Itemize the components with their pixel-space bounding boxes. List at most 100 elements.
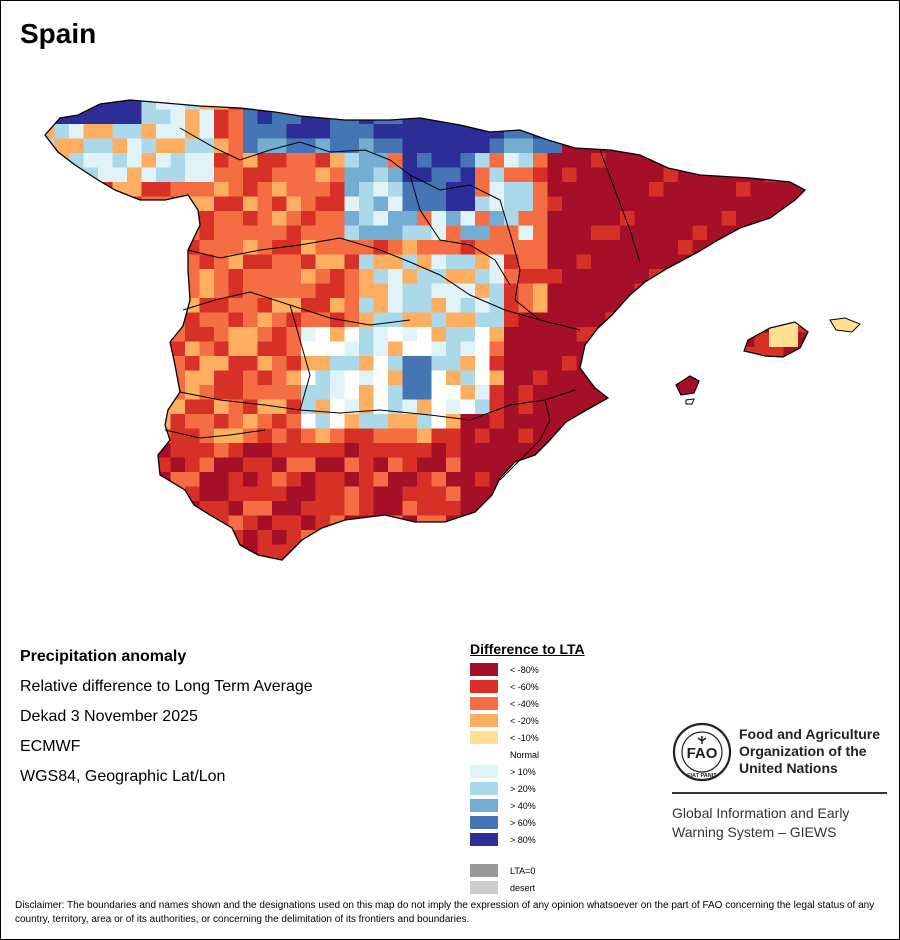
region-border (187, 237, 411, 263)
grid-cell (272, 211, 287, 226)
grid-cell (678, 356, 693, 371)
grid-cell (286, 385, 302, 400)
grid-cell (489, 167, 505, 183)
grid-cell (54, 530, 70, 545)
grid-cell (779, 211, 795, 226)
grid-cell (185, 399, 200, 415)
grid-cell (446, 167, 461, 183)
grid-cell (373, 100, 389, 110)
grid-cell (460, 283, 476, 299)
grid-cell (765, 559, 780, 560)
grid-cell (721, 124, 737, 139)
grid-cell (272, 515, 287, 531)
grid-cell (634, 240, 650, 255)
grid-cell (98, 530, 113, 545)
grid-cell (45, 211, 55, 226)
grid-cell (214, 530, 229, 545)
grid-cell (533, 225, 548, 241)
grid-cell (460, 544, 476, 560)
grid-cell (663, 544, 679, 560)
grid-cell (736, 182, 751, 197)
grid-cell (504, 100, 519, 110)
grid-cell (504, 269, 519, 284)
grid-cell (605, 211, 621, 226)
grid-cell (605, 254, 621, 270)
grid-cell (794, 370, 805, 386)
grid-cell (185, 211, 200, 226)
grid-cell (779, 254, 795, 270)
grid-cell (330, 124, 345, 139)
grid-cell (228, 341, 244, 357)
grid-cell (736, 124, 751, 139)
grid-cell (286, 298, 302, 313)
grid-cell (591, 225, 606, 241)
grid-cell (750, 312, 766, 328)
grid-cell (591, 109, 606, 125)
grid-cell (45, 269, 55, 284)
grid-cell (54, 501, 70, 516)
grid-cell (98, 486, 113, 502)
grid-cell (431, 443, 447, 458)
grid-cell (388, 182, 403, 197)
grid-cell (744, 332, 755, 348)
grid-cell (562, 240, 577, 255)
grid-cell (344, 341, 360, 357)
grid-cell (373, 283, 389, 299)
grid-cell (228, 559, 244, 560)
grid-cell (170, 100, 186, 110)
grid-cell (504, 138, 519, 154)
grid-cell (301, 100, 316, 110)
grid-cell (576, 196, 592, 212)
grid-cell (45, 312, 55, 328)
grid-cell (721, 138, 737, 154)
grid-cell (170, 501, 186, 516)
grid-cell (779, 370, 795, 386)
grid-cell (765, 385, 780, 400)
grid-cell (69, 196, 84, 212)
grid-cell (692, 356, 708, 371)
grid-cell (127, 225, 142, 241)
grid-cell (547, 124, 563, 139)
grid-cell (214, 240, 229, 255)
grid-cell (373, 298, 389, 313)
region-border (179, 127, 391, 161)
grid-cell (649, 559, 664, 560)
grid-cell (562, 399, 577, 415)
grid-cell (518, 428, 534, 444)
grid-cell (678, 486, 693, 502)
grid-cell (475, 283, 490, 299)
grid-cell (98, 515, 113, 531)
grid-cell (692, 196, 708, 212)
grid-cell (330, 370, 345, 386)
grid-cell (214, 254, 229, 270)
grid-cell (547, 486, 563, 502)
grid-cell (199, 327, 215, 342)
grid-cell (562, 370, 577, 386)
grid-cell (518, 443, 534, 458)
grid-cell (388, 428, 403, 444)
grid-cell (649, 100, 664, 110)
grid-cell (460, 254, 476, 270)
legend-label: Normal (510, 749, 540, 760)
grid-cell (199, 457, 215, 473)
grid-cell (185, 515, 200, 531)
grid-cell (620, 341, 635, 357)
grid-cell (460, 472, 476, 487)
grid-cell (620, 269, 635, 284)
grid-cell (518, 370, 534, 386)
grid-cell (330, 559, 345, 560)
legend-item: Normal (470, 746, 620, 763)
grid-cell (533, 428, 548, 444)
grid-cell (257, 109, 273, 125)
grid-cell (45, 457, 55, 473)
grid-cell (692, 100, 708, 110)
grid-cell (431, 225, 447, 241)
grid-cell (794, 254, 805, 270)
grid-cell (533, 385, 548, 400)
grid-cell (750, 414, 766, 429)
grid-cell (750, 196, 766, 212)
grid-cell (692, 544, 708, 560)
grid-cell (141, 182, 157, 197)
grid-cell (663, 341, 679, 357)
grid-cell (783, 332, 799, 348)
